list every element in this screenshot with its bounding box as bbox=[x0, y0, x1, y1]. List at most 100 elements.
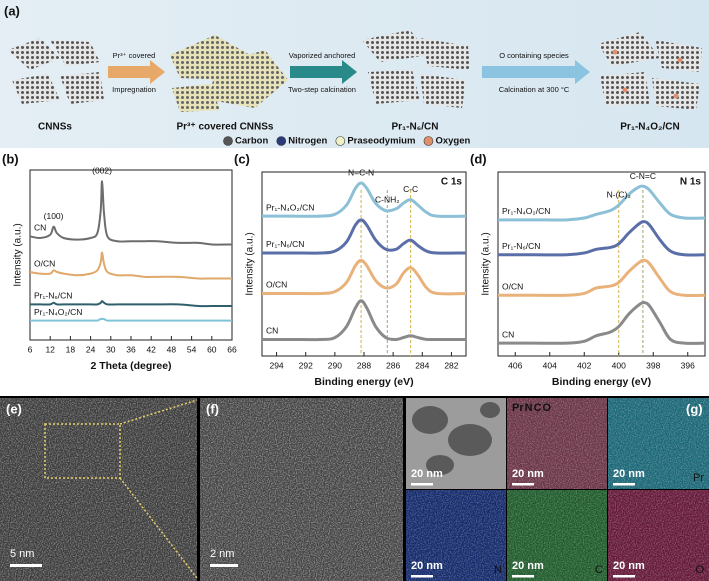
particle bbox=[426, 455, 454, 475]
scale-bar bbox=[210, 564, 238, 567]
panel-label: (b) bbox=[2, 151, 19, 166]
series-label: O/CN bbox=[34, 258, 55, 268]
sheet bbox=[420, 38, 470, 70]
y-axis-label: Intensity (a.u.) bbox=[13, 223, 24, 286]
panel-e: 5 nm (e) bbox=[0, 398, 198, 581]
particle bbox=[448, 424, 492, 456]
sheet bbox=[362, 30, 430, 62]
legend-label: Nitrogen bbox=[288, 136, 327, 147]
annotation: (002) bbox=[92, 166, 112, 176]
panel-label: (g) bbox=[686, 401, 703, 416]
merge-letter: N bbox=[525, 402, 533, 414]
sheet bbox=[420, 74, 466, 108]
panel-label: (f) bbox=[206, 401, 219, 416]
x-tick-label: 292 bbox=[299, 360, 313, 370]
arrow bbox=[108, 60, 165, 84]
sheet bbox=[172, 84, 220, 112]
annotation: C-N=C bbox=[630, 171, 656, 181]
stage-label: Pr₁-N₄O₂/CN bbox=[620, 122, 679, 133]
x-axis-label: 2 Theta (degree) bbox=[90, 360, 171, 372]
scale-bar bbox=[411, 483, 433, 486]
x-tick-label: 400 bbox=[612, 360, 626, 370]
element-label: Pr bbox=[693, 472, 704, 484]
scale-label: 5 nm bbox=[10, 548, 34, 560]
scale-label: 20 nm bbox=[613, 560, 645, 572]
series-label: O/CN bbox=[266, 280, 287, 290]
sheet bbox=[210, 50, 288, 108]
sheet bbox=[50, 40, 100, 66]
merge-letter: O bbox=[543, 402, 552, 414]
legend-label: Carbon bbox=[235, 136, 268, 147]
x-tick-label: 288 bbox=[357, 360, 371, 370]
series-label: CN bbox=[266, 326, 278, 336]
zoom-box bbox=[44, 423, 121, 479]
series-line bbox=[498, 184, 706, 222]
map-texture bbox=[406, 490, 506, 581]
series-label: O/CN bbox=[502, 282, 523, 292]
scale-label: 20 nm bbox=[411, 560, 443, 572]
x-tick-label: 48 bbox=[167, 344, 177, 354]
merge-letter: C bbox=[534, 402, 542, 414]
panel-label: (c) bbox=[234, 151, 250, 166]
series-label: CN bbox=[502, 329, 514, 339]
zoom-line bbox=[119, 477, 198, 579]
x-tick-label: 396 bbox=[681, 360, 695, 370]
series-label: Pr₁-N₄O₂/CN bbox=[34, 307, 82, 317]
element-label: C bbox=[595, 564, 603, 576]
x-tick-label: 406 bbox=[508, 360, 522, 370]
series-label: Pr₁-N₆/CN bbox=[266, 239, 304, 249]
panel-label: (a) bbox=[4, 3, 20, 18]
x-tick-label: 290 bbox=[328, 360, 342, 370]
annotation: C-C bbox=[403, 184, 418, 194]
x-tick-label: 18 bbox=[66, 344, 76, 354]
stem-texture bbox=[200, 398, 403, 581]
x-axis-label: Binding energy (eV) bbox=[314, 376, 413, 388]
step-label: Impregnation bbox=[112, 85, 156, 94]
atom bbox=[612, 49, 618, 55]
sheet bbox=[60, 72, 104, 104]
legend-swatch bbox=[276, 136, 287, 146]
panel-label: (d) bbox=[470, 151, 487, 166]
x-tick-label: 42 bbox=[146, 344, 156, 354]
panel-a: (a) bbox=[0, 0, 709, 148]
map-texture bbox=[507, 490, 607, 581]
step-label: Two-step calcination bbox=[288, 85, 356, 94]
panel-label: (e) bbox=[6, 401, 22, 416]
particle bbox=[480, 402, 500, 418]
x-tick-label: 294 bbox=[269, 360, 283, 370]
corner-label: N 1s bbox=[680, 177, 702, 188]
annotation: N-(C)₃ bbox=[607, 189, 631, 199]
series-line bbox=[497, 220, 706, 257]
x-axis-label: Binding energy (eV) bbox=[552, 376, 651, 388]
x-tick-label: 24 bbox=[86, 344, 96, 354]
annotation: (100) bbox=[44, 211, 64, 221]
x-tick-label: 30 bbox=[106, 344, 116, 354]
x-tick-label: 36 bbox=[126, 344, 136, 354]
series-label: CN bbox=[34, 223, 46, 233]
scale-bar bbox=[411, 575, 433, 578]
series-line bbox=[29, 251, 232, 280]
scale-label: 2 nm bbox=[210, 548, 234, 560]
y-axis-label: Intensity (a.u.) bbox=[245, 232, 256, 295]
merge-letter: Pr bbox=[512, 402, 524, 414]
x-tick-label: 54 bbox=[187, 344, 197, 354]
atom bbox=[622, 87, 628, 93]
series-label: Pr₁-N₄O₂/CN bbox=[266, 202, 314, 212]
scale-bar bbox=[613, 483, 635, 486]
series-line bbox=[261, 258, 467, 296]
sheet bbox=[12, 74, 60, 104]
series-line bbox=[261, 181, 467, 218]
scale-bar bbox=[512, 575, 534, 578]
step-label: O containing species bbox=[499, 51, 569, 60]
series-line bbox=[30, 317, 232, 322]
stage-label: Pr³⁺ covered CNNSs bbox=[177, 122, 274, 133]
x-tick-label: 282 bbox=[444, 360, 458, 370]
corner-label: C 1s bbox=[441, 177, 463, 188]
arrow bbox=[290, 60, 357, 84]
x-tick-label: 12 bbox=[45, 344, 55, 354]
map-texture bbox=[608, 490, 709, 581]
particle bbox=[412, 406, 448, 434]
scale-label: 20 nm bbox=[512, 560, 544, 572]
x-tick-label: 284 bbox=[415, 360, 429, 370]
